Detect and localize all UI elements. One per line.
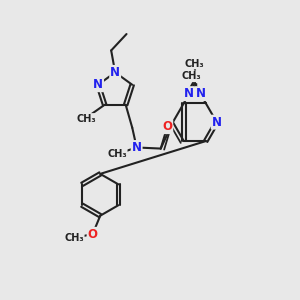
Text: CH₃: CH₃ <box>64 232 84 243</box>
Text: CH₃: CH₃ <box>107 149 127 159</box>
Text: O: O <box>162 120 172 133</box>
Text: O: O <box>88 228 98 241</box>
Text: N: N <box>132 141 142 154</box>
Text: N: N <box>196 87 206 100</box>
Text: CH₃: CH₃ <box>185 58 205 68</box>
Text: CH₃: CH₃ <box>181 71 201 81</box>
Text: N: N <box>110 66 120 79</box>
Text: N: N <box>93 78 103 91</box>
Text: N: N <box>184 87 194 100</box>
Text: CH₃: CH₃ <box>76 114 96 124</box>
Text: N: N <box>212 116 222 129</box>
